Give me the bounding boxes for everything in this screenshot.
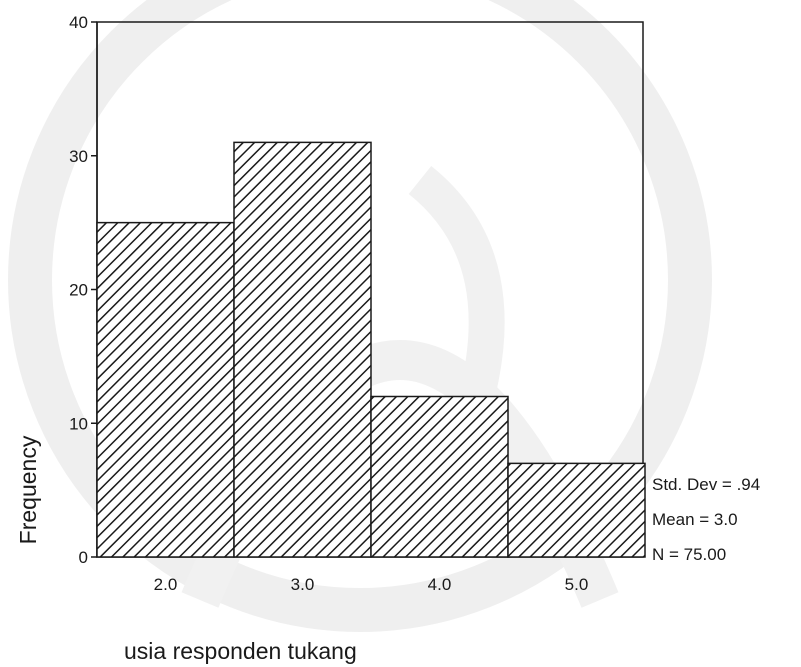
bar-group xyxy=(96,141,646,558)
y-axis-ticks: 0 10 20 30 40 xyxy=(69,13,97,567)
y-tick-label: 30 xyxy=(69,147,88,166)
x-axis-title: usia responden tukang xyxy=(124,638,357,664)
y-tick-label: 40 xyxy=(69,13,88,32)
x-tick-label: 3.0 xyxy=(291,575,315,594)
x-tick-label: 5.0 xyxy=(565,575,589,594)
histogram-bar xyxy=(507,462,646,558)
n-label: N = 75.00 xyxy=(652,545,726,564)
mean-label: Mean = 3.0 xyxy=(652,510,738,529)
x-tick-label: 2.0 xyxy=(154,575,178,594)
y-tick-label: 20 xyxy=(69,281,88,300)
y-tick-label: 10 xyxy=(69,414,88,433)
y-tick-label: 0 xyxy=(79,548,88,567)
y-axis-title: Frequency xyxy=(15,435,41,544)
histogram-bar xyxy=(370,395,509,558)
x-axis-ticks: 2.0 3.0 4.0 5.0 xyxy=(154,575,589,594)
x-tick-label: 4.0 xyxy=(428,575,452,594)
std-dev-label: Std. Dev = .94 xyxy=(652,475,760,494)
histogram-bar xyxy=(233,141,372,558)
histogram-bar xyxy=(96,221,235,558)
